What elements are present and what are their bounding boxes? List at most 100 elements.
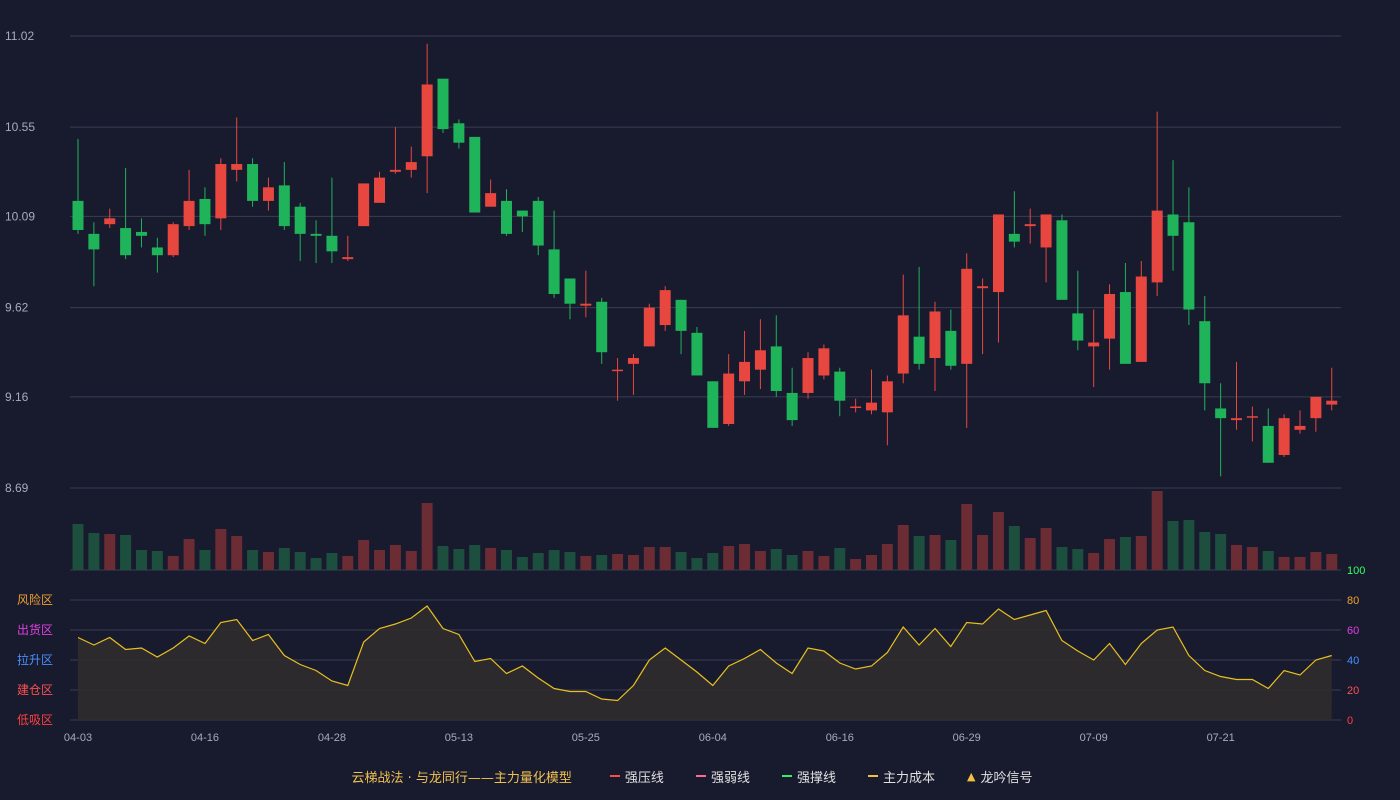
legend-label: 龙吟信号 (980, 770, 1033, 786)
candle-body (612, 369, 624, 372)
candle-body (199, 198, 211, 225)
volume-bar (723, 546, 735, 570)
volume-bar (389, 545, 401, 570)
volume-bar (754, 551, 766, 570)
volume-bar (945, 540, 957, 570)
triangle-icon: ▲ (966, 769, 976, 783)
volume-bar (881, 544, 893, 570)
volume-bar (977, 535, 989, 570)
legend-item-main-cost[interactable]: 主力成本 (867, 767, 935, 786)
price-tick-label: 10.09 (5, 209, 35, 223)
candle-body (770, 346, 782, 392)
candle-body (723, 373, 735, 424)
price-tick-label: 9.16 (5, 390, 29, 404)
volume-bar (1294, 557, 1306, 570)
candle-body (231, 164, 243, 170)
indicator-tick-label: 20 (1347, 685, 1359, 697)
candle-body (1199, 321, 1211, 384)
candle-body (342, 257, 354, 260)
candle-body (1278, 418, 1290, 456)
volume-bar (247, 550, 259, 570)
date-tick-label: 06-16 (826, 732, 854, 744)
volume-bar (262, 552, 274, 570)
volume-bar (1231, 545, 1243, 570)
chart-legend: 云梯战法 · 与龙同行——主力量化模型 强压线 强弱线 强撑线 主力成本 ▲ 龙… (0, 766, 1400, 786)
date-tick-label: 04-28 (318, 732, 346, 744)
candle-body (897, 315, 909, 374)
volume-bar (421, 503, 433, 570)
candle-body (72, 200, 84, 230)
legend-swatch (867, 775, 878, 777)
candle-body (992, 214, 1004, 293)
candle-body (151, 247, 163, 256)
volume-bar (659, 547, 671, 570)
volume-bar (374, 550, 386, 570)
volume-bar (818, 556, 830, 570)
candle-body (580, 303, 592, 306)
candle-body (850, 406, 862, 409)
candle-body (881, 381, 893, 413)
price-tick-label: 8.69 (5, 481, 29, 495)
indicator-line (77, 605, 1332, 702)
candle-body (1008, 233, 1020, 242)
candle-body (961, 268, 973, 364)
volume-bar (215, 529, 227, 570)
legend-item-dragon-signal[interactable]: ▲ 龙吟信号 (967, 767, 1032, 786)
candle-body (1151, 210, 1163, 283)
legend-item-strong-resistance[interactable]: 强压线 (609, 767, 664, 786)
candle-body (1135, 276, 1147, 362)
volume-bar (72, 524, 84, 570)
candle-body (929, 311, 941, 359)
volume-bar (850, 559, 862, 570)
volume-bar (612, 554, 624, 570)
volume-bar (485, 548, 497, 570)
candle-body (1183, 222, 1195, 310)
indicator-tick-label: 0 (1347, 715, 1353, 727)
candle-body (389, 169, 401, 172)
volume-bar (596, 555, 608, 570)
volume-bar (1246, 547, 1258, 570)
legend-title: 云梯战法 · 与龙同行——主力量化模型 (351, 770, 572, 786)
candle-body (1056, 220, 1068, 300)
candle-body (1310, 396, 1322, 419)
volume-bar (183, 539, 195, 570)
candle-body (183, 200, 195, 227)
volume-bar (580, 556, 592, 570)
volume-series (72, 491, 1338, 570)
volume-bar (120, 535, 132, 570)
candle-body (945, 330, 957, 366)
candle-body (866, 402, 877, 411)
candle-body (1326, 400, 1338, 405)
legend-item-strong-support[interactable]: 强撑线 (781, 767, 836, 786)
date-tick-label: 07-21 (1207, 732, 1235, 744)
candle-body (627, 358, 639, 364)
volume-bar (1167, 521, 1179, 570)
candle-body (1040, 214, 1052, 248)
candle-body (802, 358, 814, 393)
legend-item-strength-line[interactable]: 强弱线 (695, 767, 750, 786)
zone-label: 拉升区 (17, 652, 53, 667)
candle-body (485, 193, 497, 207)
candle-body (374, 177, 386, 203)
volume-bar (929, 535, 941, 570)
zone-label: 低吸区 (17, 713, 53, 727)
grid-lines (70, 35, 1341, 721)
volume-bar (453, 549, 465, 570)
volume-bar (1104, 539, 1116, 570)
volume-bar (167, 556, 179, 570)
volume-bar (691, 558, 703, 570)
candle-body (1215, 408, 1227, 419)
date-tick-label: 04-03 (64, 732, 92, 744)
candle-body (1294, 425, 1306, 430)
legend-swatch (695, 775, 706, 777)
volume-bar (643, 547, 655, 570)
candle-body (500, 200, 512, 234)
candle-body (818, 348, 830, 376)
legend-swatch (609, 775, 620, 777)
candle-body (104, 218, 116, 225)
candle-body (358, 183, 370, 227)
candle-body (278, 185, 290, 227)
volume-bar (1088, 553, 1100, 570)
candle-body (135, 231, 147, 236)
date-tick-label: 06-29 (953, 732, 981, 744)
